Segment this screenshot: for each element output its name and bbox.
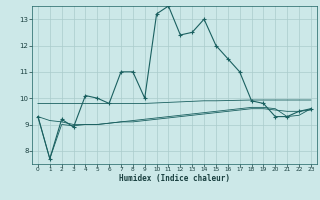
- X-axis label: Humidex (Indice chaleur): Humidex (Indice chaleur): [119, 174, 230, 183]
